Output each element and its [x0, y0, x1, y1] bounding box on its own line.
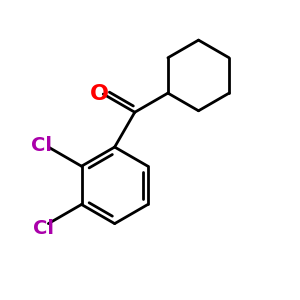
- Text: Cl: Cl: [34, 218, 55, 238]
- Text: Cl: Cl: [31, 136, 52, 155]
- Text: O: O: [90, 84, 109, 104]
